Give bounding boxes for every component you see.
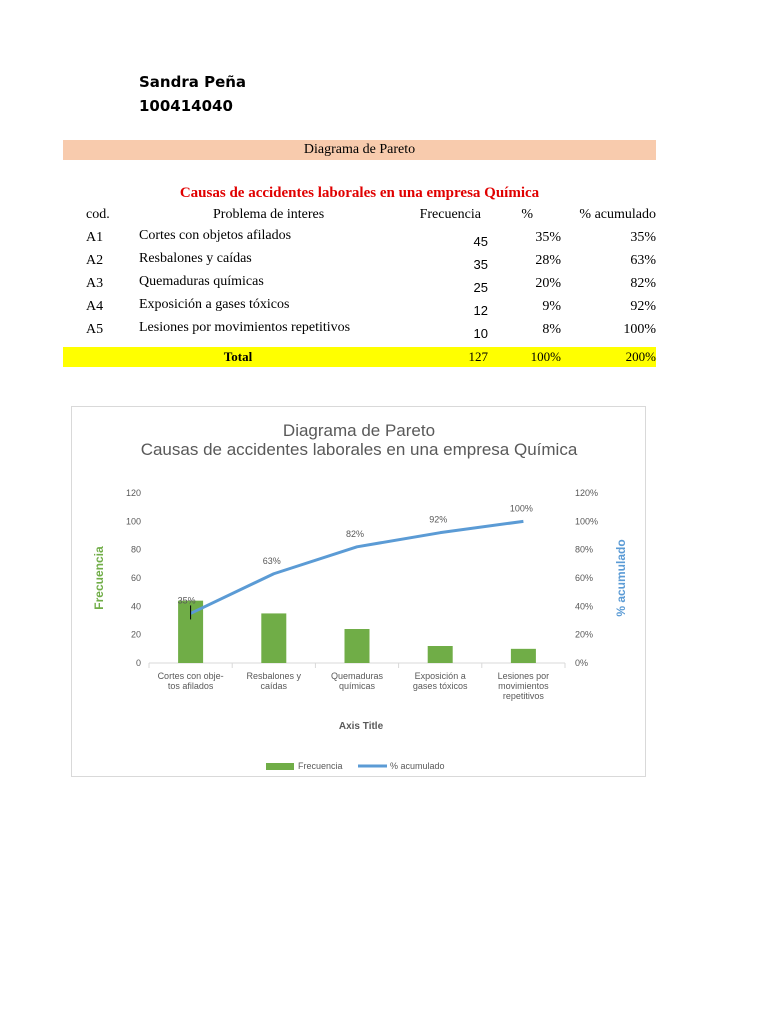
x-tick-label: Cortes con obje- [158, 671, 224, 681]
x-tick-label: tos afilados [168, 681, 214, 691]
header-pct: % [521, 207, 533, 222]
y-tick-label: 100 [126, 516, 141, 526]
chart-axes: 0 20 40 60 80 100 120 0% 20% 40% 60% 80% 100% 120% [126, 488, 598, 668]
cell-pct: 28% [535, 253, 561, 268]
table-row: A5 Lesiones por movimientos repetitivos … [63, 320, 656, 345]
total-row: Total 127 100% 200% [63, 347, 656, 367]
table-row: A3 Quemaduras químicas 25 20% 82% [63, 274, 656, 299]
y-tick-label: 20 [131, 630, 141, 640]
cell-acum: 35% [630, 230, 656, 245]
x-tick-label: Quemaduras [331, 671, 384, 681]
cumulative-line [189, 519, 524, 615]
data-label: 35% [178, 595, 196, 605]
cell-cod: A5 [86, 322, 104, 337]
y2-tick-label: 80% [575, 545, 593, 555]
pareto-chart-svg: Diagrama de Pareto Causas de accidentes … [92, 421, 628, 771]
data-label: 63% [263, 556, 281, 566]
chart-subtitle: Causas de accidentes laborales en una em… [141, 440, 578, 459]
header-problema: Problema de interes [213, 207, 325, 222]
cell-frecuencia: 12 [473, 303, 488, 318]
x-tick-label: Resbalones y [247, 671, 302, 681]
y2-tick-label: 40% [575, 601, 593, 611]
bar [510, 648, 536, 663]
cell-acum: 100% [623, 322, 656, 337]
table-header-row: cod. Problema de interes Frecuencia % % … [63, 207, 656, 230]
chart-line [189, 519, 524, 615]
y-tick-label: 60 [131, 573, 141, 583]
legend-label-frecuencia: Frecuencia [298, 761, 343, 771]
cell-frecuencia: 25 [473, 280, 488, 295]
table-row: A2 Resbalones y caídas 35 28% 63% [63, 251, 656, 276]
y2-tick-label: 0% [575, 658, 588, 668]
cell-problema: Lesiones por movimientos repetitivos [139, 320, 351, 335]
banner-title: Diagrama de Pareto [63, 140, 656, 160]
cell-cod: A2 [86, 253, 104, 268]
total-label: Total [223, 349, 253, 364]
y-tick-label: 0 [136, 658, 141, 668]
bar [261, 613, 287, 663]
x-axis-title: Axis Title [339, 721, 384, 732]
data-label: 92% [429, 515, 447, 525]
header-acum: % acumulado [579, 207, 656, 222]
cell-pct: 8% [542, 322, 561, 337]
x-tick-label: químicas [339, 681, 376, 691]
cell-problema: Resbalones y caídas [139, 251, 252, 266]
chart-bars [178, 600, 536, 663]
cell-acum: 63% [630, 253, 656, 268]
x-tick-label: Exposición a [415, 671, 466, 681]
cell-pct: 35% [535, 230, 561, 245]
chart-legend: Frecuencia % acumulado [266, 761, 445, 771]
x-tick-label: gases tóxicos [413, 681, 468, 691]
chart-title: Diagrama de Pareto [283, 421, 435, 440]
cell-cod: A3 [86, 276, 104, 291]
table-title: Causas de accidentes laborales en una em… [179, 185, 540, 201]
cell-pct: 9% [542, 299, 561, 314]
x-tick-label: repetitivos [503, 691, 545, 701]
header-cod: cod. [86, 207, 110, 222]
data-label: 82% [346, 529, 364, 539]
bar [427, 646, 453, 663]
cell-pct: 20% [535, 276, 561, 291]
cell-cod: A1 [86, 230, 104, 245]
table-row: A4 Exposición a gases tóxicos 12 9% 92% [63, 297, 656, 322]
y2-tick-label: 60% [575, 573, 593, 583]
header-frecuencia: Frecuencia [419, 207, 481, 222]
y2-tick-label: 20% [575, 630, 593, 640]
x-tick-label: movimientos [498, 681, 549, 691]
x-tick-label: caídas [261, 681, 288, 691]
y2-tick-label: 120% [575, 488, 598, 498]
total-pct: 100% [530, 349, 561, 364]
pareto-table: cod. Problema de interes Frecuencia % % … [63, 207, 656, 367]
legend-swatch-frecuencia [266, 763, 294, 770]
y-tick-label: 120 [126, 488, 141, 498]
bar [344, 629, 370, 663]
author-name: Sandra Peña [139, 73, 247, 91]
pareto-chart: Diagrama de Pareto Causas de accidentes … [71, 406, 646, 777]
cell-acum: 82% [630, 276, 656, 291]
cell-problema: Quemaduras químicas [139, 274, 264, 289]
y-tick-label: 80 [131, 545, 141, 555]
total-frecuencia: 127 [468, 349, 489, 364]
cell-acum: 92% [630, 299, 656, 314]
y-axis-title-left: Frecuencia [92, 546, 106, 610]
cell-problema: Cortes con objetos afilados [139, 228, 292, 243]
cell-frecuencia: 10 [473, 326, 488, 341]
cell-cod: A4 [86, 299, 104, 314]
chart-labels: Cortes con obje-tos afilados Resbalones y… [158, 503, 550, 701]
legend-label-acumulado: % acumulado [390, 761, 445, 771]
cell-problema: Exposición a gases tóxicos [139, 297, 290, 312]
cell-frecuencia: 35 [473, 257, 488, 272]
y2-tick-label: 100% [575, 516, 598, 526]
table-row: A1 Cortes con objetos afilados 45 35% 35… [63, 228, 656, 253]
y-axis-title-right: % acumulado [614, 539, 628, 616]
cell-frecuencia: 45 [473, 234, 488, 249]
y-tick-label: 40 [131, 601, 141, 611]
x-tick-label: Lesiones por [498, 671, 550, 681]
author-id: 100414040 [139, 97, 233, 115]
data-label: 100% [510, 503, 533, 513]
total-acum: 200% [625, 349, 656, 364]
